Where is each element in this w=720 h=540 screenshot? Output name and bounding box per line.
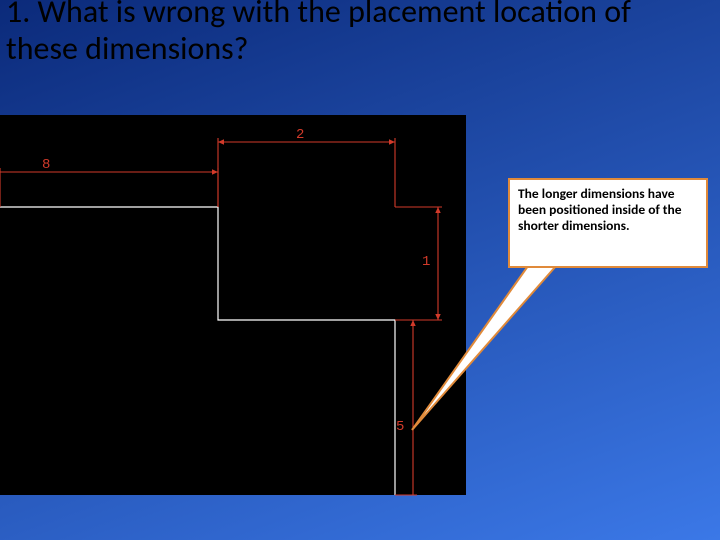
question-title: 1. What is wrong with the placement loca… — [6, 0, 706, 68]
slide: 1. What is wrong with the placement loca… — [0, 0, 720, 540]
answer-callout-text: The longer dimensions have been position… — [518, 186, 698, 235]
answer-callout: The longer dimensions have been position… — [508, 178, 708, 268]
cad-drawing-panel — [0, 115, 466, 495]
question-title-text: 1. What is wrong with the placement loca… — [6, 0, 631, 68]
